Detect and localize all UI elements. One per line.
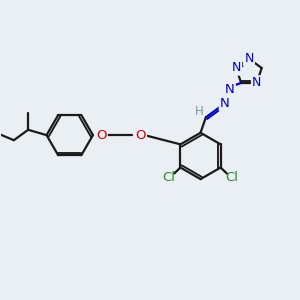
Text: Cl: Cl (163, 170, 176, 184)
Text: Cl: Cl (225, 170, 239, 184)
Text: O: O (96, 129, 106, 142)
Text: O: O (135, 129, 146, 142)
Text: N: N (252, 76, 262, 89)
Text: N: N (225, 83, 235, 97)
Text: H: H (195, 105, 204, 118)
Text: N: N (220, 97, 230, 110)
Text: N: N (244, 52, 254, 65)
Text: N: N (232, 61, 241, 74)
